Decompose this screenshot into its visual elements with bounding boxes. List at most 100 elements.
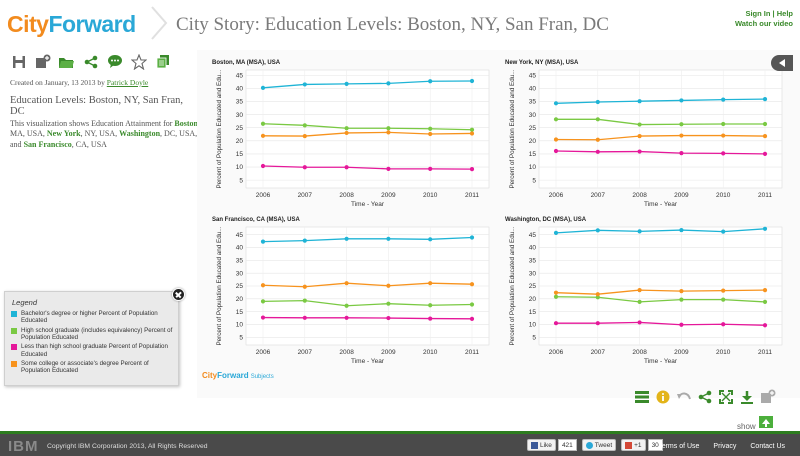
y-tick-label: 30 — [236, 112, 244, 119]
plus-label: +1 — [634, 441, 642, 449]
twitter-icon — [585, 441, 593, 449]
series-line — [555, 98, 766, 104]
info-icon[interactable] — [655, 389, 671, 405]
data-point — [637, 229, 642, 234]
series-line — [555, 296, 766, 303]
city-newyork: New York — [46, 129, 81, 139]
show-arrow-icon[interactable] — [759, 416, 773, 428]
data-point — [762, 97, 768, 102]
chevron-left-icon — [779, 59, 785, 67]
y-tick-label: 25 — [236, 125, 244, 132]
y-tick-label: 20 — [236, 138, 244, 145]
data-point — [553, 101, 559, 106]
share-icon[interactable] — [81, 52, 100, 71]
series-line — [262, 123, 473, 131]
legend-panel: Legend Bachelor's degree or higher Perce… — [4, 288, 185, 386]
data-point — [344, 130, 349, 136]
sign-in-link[interactable]: Sign In — [745, 9, 771, 18]
data-point — [469, 131, 475, 136]
y-tick-label: 15 — [529, 309, 537, 316]
data-point — [386, 283, 391, 288]
series-line — [262, 282, 473, 288]
contact-link[interactable]: Contact Us — [750, 443, 785, 450]
favorite-star-icon[interactable] — [129, 52, 148, 71]
panel-toggle-button[interactable] — [771, 55, 793, 71]
copy-icon[interactable] — [153, 52, 172, 71]
data-point — [428, 131, 433, 137]
data-point — [344, 315, 349, 320]
fullscreen-icon[interactable] — [718, 389, 734, 405]
y-tick-label: 40 — [529, 245, 537, 252]
y-tick-label: 10 — [236, 322, 244, 329]
show-toggle-label[interactable]: show — [737, 422, 756, 431]
data-point — [637, 149, 642, 154]
legend-item-highschool: High school graduate (includes equivalen… — [11, 327, 176, 342]
open-folder-icon[interactable] — [57, 52, 76, 71]
undo-icon[interactable] — [676, 389, 692, 405]
download-icon[interactable] — [739, 389, 755, 405]
facebook-like-button[interactable]: Like — [527, 439, 556, 451]
add-icon[interactable] — [33, 52, 52, 71]
cityforward-subjects-badge[interactable]: City Forward Subjects — [202, 371, 274, 380]
data-point — [637, 122, 642, 127]
table-view-icon[interactable] — [634, 389, 650, 405]
story-meta: Created on January, 13 2013 by Patrick D… — [10, 78, 148, 87]
data-point — [595, 292, 600, 297]
data-point — [302, 298, 307, 303]
plus-count: 30 — [647, 439, 663, 451]
ibm-logo[interactable]: IBM — [8, 438, 39, 455]
x-tick-label: 2007 — [298, 192, 313, 199]
data-point — [469, 78, 475, 84]
chart-title: New York, NY (MSA), USA — [505, 60, 579, 66]
data-point — [386, 81, 391, 86]
data-point — [553, 230, 559, 235]
y-tick-label: 45 — [236, 72, 244, 79]
y-tick-label: 5 — [239, 177, 243, 184]
data-point — [386, 301, 391, 306]
chart-san-francisco: San Francisco, CA (MSA), USA 5 10 15 20 25 30 3… — [212, 217, 490, 365]
data-point — [386, 315, 391, 321]
data-point — [679, 227, 684, 233]
city-sanfran: San Francisco — [23, 139, 72, 149]
x-tick-label: 2009 — [674, 349, 689, 356]
data-point — [721, 229, 726, 234]
y-tick-label: 35 — [529, 258, 537, 265]
data-point — [260, 133, 266, 138]
data-point — [428, 126, 433, 131]
legend-close-icon[interactable] — [172, 288, 185, 301]
series-line — [555, 289, 766, 295]
data-point — [260, 315, 266, 320]
privacy-link[interactable]: Privacy — [713, 443, 737, 450]
y-tick-label: 15 — [236, 151, 244, 158]
legend-title: Legend — [12, 298, 38, 307]
created-date: Created on January, 13 2013 by — [10, 78, 105, 87]
x-tick-label: 2008 — [339, 192, 354, 199]
save-icon[interactable] — [9, 52, 28, 71]
watch-video-link[interactable]: Watch our video — [734, 19, 793, 28]
share-icon[interactable] — [697, 389, 713, 405]
data-point — [344, 126, 349, 131]
cityforward-logo[interactable]: City Forward — [7, 8, 136, 40]
google-plus-button[interactable]: +1 — [621, 439, 646, 451]
series-line — [262, 236, 473, 243]
data-point — [386, 126, 391, 131]
data-point — [679, 133, 684, 138]
author-link[interactable]: Patrick Doyle — [106, 78, 149, 87]
x-axis-label: Time - Year — [644, 201, 678, 208]
comment-icon[interactable] — [105, 52, 124, 71]
chart-title: Washington, DC (MSA), USA — [505, 217, 587, 223]
data-point — [428, 237, 433, 242]
terms-link[interactable]: Terms of Use — [658, 443, 700, 450]
legend-item-somecollege: Some college or associate's degree Perce… — [11, 360, 176, 375]
city-washington: Washington — [119, 129, 161, 139]
data-point — [762, 151, 768, 157]
y-tick-label: 35 — [236, 258, 244, 265]
add-icon[interactable] — [760, 389, 776, 405]
x-tick-label: 2006 — [549, 192, 564, 199]
data-point — [637, 288, 642, 293]
data-point — [721, 322, 726, 327]
tweet-button[interactable]: Tweet — [581, 439, 617, 451]
chart-boston: Boston, MA (MSA), USA 5 10 15 20 25 30 35 40 45 20… — [212, 60, 490, 208]
x-tick-label: 2009 — [381, 192, 396, 199]
help-link[interactable]: Help — [776, 9, 793, 18]
